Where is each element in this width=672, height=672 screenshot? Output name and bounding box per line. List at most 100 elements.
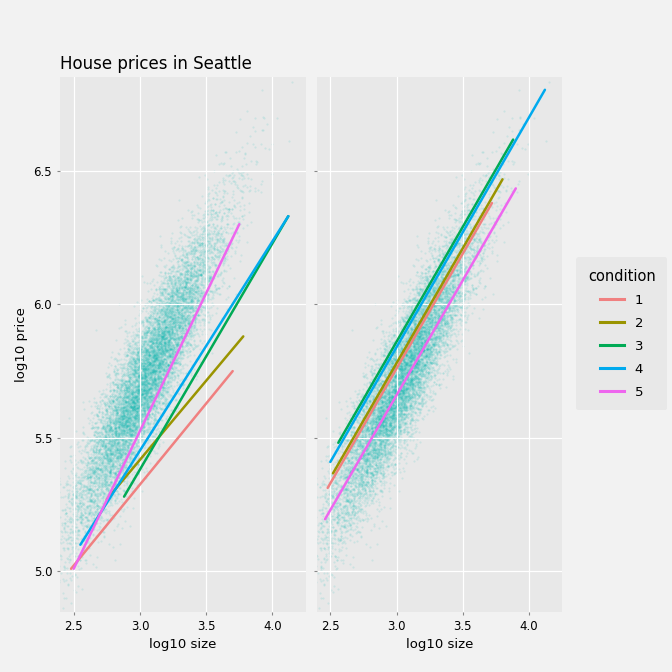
Point <box>390 384 401 394</box>
Point <box>152 363 163 374</box>
Point <box>384 396 395 407</box>
Point <box>403 345 413 356</box>
Point <box>123 392 134 403</box>
Point <box>153 318 164 329</box>
Point <box>433 298 444 309</box>
Point <box>445 271 456 282</box>
Point <box>335 472 345 483</box>
Point <box>418 343 429 354</box>
Point <box>107 486 118 497</box>
Point <box>353 412 364 423</box>
Point <box>179 300 190 310</box>
Point <box>154 310 165 321</box>
Point <box>177 331 188 342</box>
Point <box>166 326 177 337</box>
Point <box>416 337 427 347</box>
Point <box>196 276 206 286</box>
Point <box>65 493 76 504</box>
Point <box>470 252 481 263</box>
Point <box>157 287 167 298</box>
Point <box>101 450 112 461</box>
Point <box>167 296 178 306</box>
Point <box>413 373 424 384</box>
Point <box>185 302 196 313</box>
Point <box>351 431 362 442</box>
Point <box>208 209 218 220</box>
Point <box>178 344 189 355</box>
Point <box>394 375 405 386</box>
Point <box>24 597 34 608</box>
Point <box>106 431 117 442</box>
Point <box>171 329 182 339</box>
Point <box>165 308 176 319</box>
Point <box>394 344 405 355</box>
Point <box>427 316 438 327</box>
Point <box>417 333 427 343</box>
Point <box>195 291 206 302</box>
Point <box>132 380 142 391</box>
Point <box>459 290 470 300</box>
Point <box>340 461 351 472</box>
Point <box>420 308 431 319</box>
Point <box>101 442 112 452</box>
Point <box>108 436 118 447</box>
Point <box>141 353 152 364</box>
Point <box>347 448 358 459</box>
Point <box>132 403 142 413</box>
Point <box>366 444 376 455</box>
Point <box>165 324 175 335</box>
Point <box>186 310 197 321</box>
Point <box>144 332 155 343</box>
Point <box>142 337 153 348</box>
Point <box>358 371 369 382</box>
Point <box>380 380 390 391</box>
Point <box>405 373 416 384</box>
Point <box>426 280 437 291</box>
Point <box>353 389 364 400</box>
Point <box>168 303 179 314</box>
Point <box>402 410 413 421</box>
Point <box>390 381 401 392</box>
Point <box>116 395 127 406</box>
Point <box>183 282 194 292</box>
Point <box>129 397 140 408</box>
Point <box>161 383 172 394</box>
Point <box>419 292 430 303</box>
Point <box>90 462 101 472</box>
Point <box>419 332 429 343</box>
Point <box>112 463 122 474</box>
Point <box>425 292 435 302</box>
Point <box>411 324 422 335</box>
Point <box>129 449 140 460</box>
Point <box>124 437 135 448</box>
Point <box>405 324 416 335</box>
Point <box>212 236 222 247</box>
Point <box>149 349 160 360</box>
Point <box>130 390 140 401</box>
Point <box>197 291 208 302</box>
Point <box>61 521 72 532</box>
Point <box>165 328 175 339</box>
Point <box>160 359 171 370</box>
Point <box>396 360 407 371</box>
Point <box>177 323 187 333</box>
Point <box>382 347 393 358</box>
Point <box>132 379 143 390</box>
Point <box>217 212 228 223</box>
Point <box>419 323 430 333</box>
Point <box>171 308 182 319</box>
Point <box>183 205 194 216</box>
Point <box>97 454 108 465</box>
Point <box>383 356 394 367</box>
Point <box>366 468 376 478</box>
Point <box>365 437 376 448</box>
Point <box>366 489 377 499</box>
Point <box>427 345 437 356</box>
Point <box>134 355 144 366</box>
Point <box>222 244 233 255</box>
Point <box>355 476 366 487</box>
Point <box>430 253 441 263</box>
Point <box>126 454 136 464</box>
Point <box>108 458 118 468</box>
Point <box>167 390 177 401</box>
